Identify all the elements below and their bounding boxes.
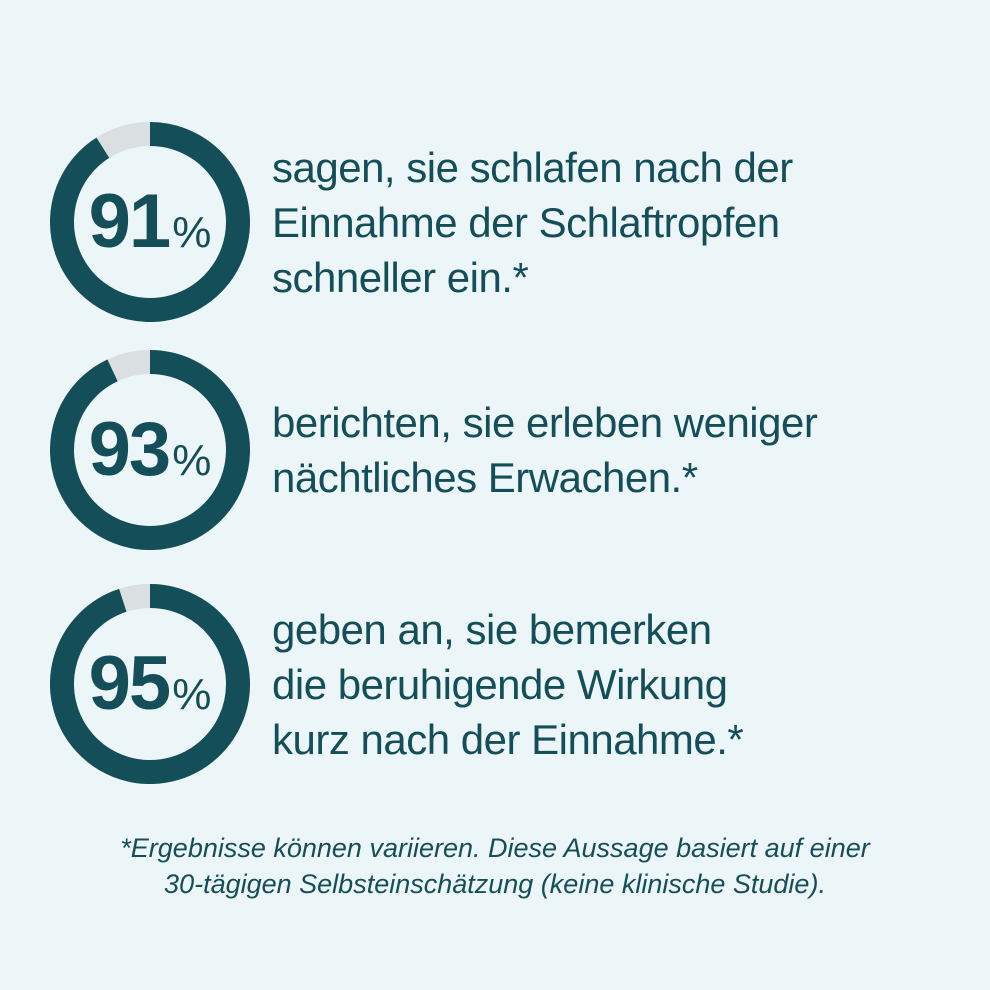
donut-ring-svg <box>50 350 250 550</box>
stat-text-line: kurz nach der Einnahme.* <box>272 715 744 763</box>
donut-chart-95: 95% <box>50 584 250 784</box>
stat-text-line: geben an, sie bemerken <box>272 605 712 653</box>
stat-text-line: schneller ein.* <box>272 253 529 301</box>
stat-row-calming-effect: 95% geben an, sie bemerken die beruhigen… <box>50 584 744 784</box>
percent-label: 95% <box>50 584 250 784</box>
percent-value: 93 <box>88 407 172 492</box>
percent-label: 93% <box>50 350 250 550</box>
percent-sign: % <box>172 208 212 257</box>
ring-arc <box>50 122 250 322</box>
stat-text: sagen, sie schlafen nach der Einnahme de… <box>272 140 793 305</box>
donut-chart-91: 91% <box>50 122 250 322</box>
stat-text-line: Einnahme der Schlaftropfen <box>272 198 780 246</box>
donut-ring-svg <box>50 122 250 322</box>
stat-row-less-waking: 93% berichten, sie erleben weniger nächt… <box>50 350 818 550</box>
percent-label: 91% <box>50 122 250 322</box>
donut-chart-93: 93% <box>50 350 250 550</box>
percent-value: 95 <box>88 641 172 726</box>
percent-label-inner: 95% <box>89 646 212 722</box>
percent-value: 91 <box>88 179 172 264</box>
footnote: *Ergebnisse können variieren. Diese Auss… <box>0 830 990 902</box>
ring-arc <box>50 584 250 784</box>
percent-sign: % <box>172 670 212 719</box>
stat-text-line: sagen, sie schlafen nach der <box>272 143 793 191</box>
stat-text: geben an, sie bemerken die beruhigende W… <box>272 602 744 767</box>
stat-text-line: die beruhigende Wirkung <box>272 660 728 708</box>
footnote-line: 30-tägigen Selbsteinschätzung (keine kli… <box>164 869 826 899</box>
ring-arc <box>50 350 250 550</box>
stat-text-line: berichten, sie erleben weniger <box>272 399 818 446</box>
stat-text-line: nächtliches Erwachen.* <box>272 454 698 501</box>
percent-sign: % <box>172 436 212 485</box>
stat-row-sleep-faster: 91% sagen, sie schlafen nach der Einnahm… <box>50 122 793 322</box>
footnote-line: *Ergebnisse können variieren. Diese Auss… <box>120 833 870 863</box>
stat-text: berichten, sie erleben weniger nächtlich… <box>272 395 818 505</box>
percent-label-inner: 91% <box>89 184 212 260</box>
donut-ring-svg <box>50 584 250 784</box>
percent-label-inner: 93% <box>89 412 212 488</box>
